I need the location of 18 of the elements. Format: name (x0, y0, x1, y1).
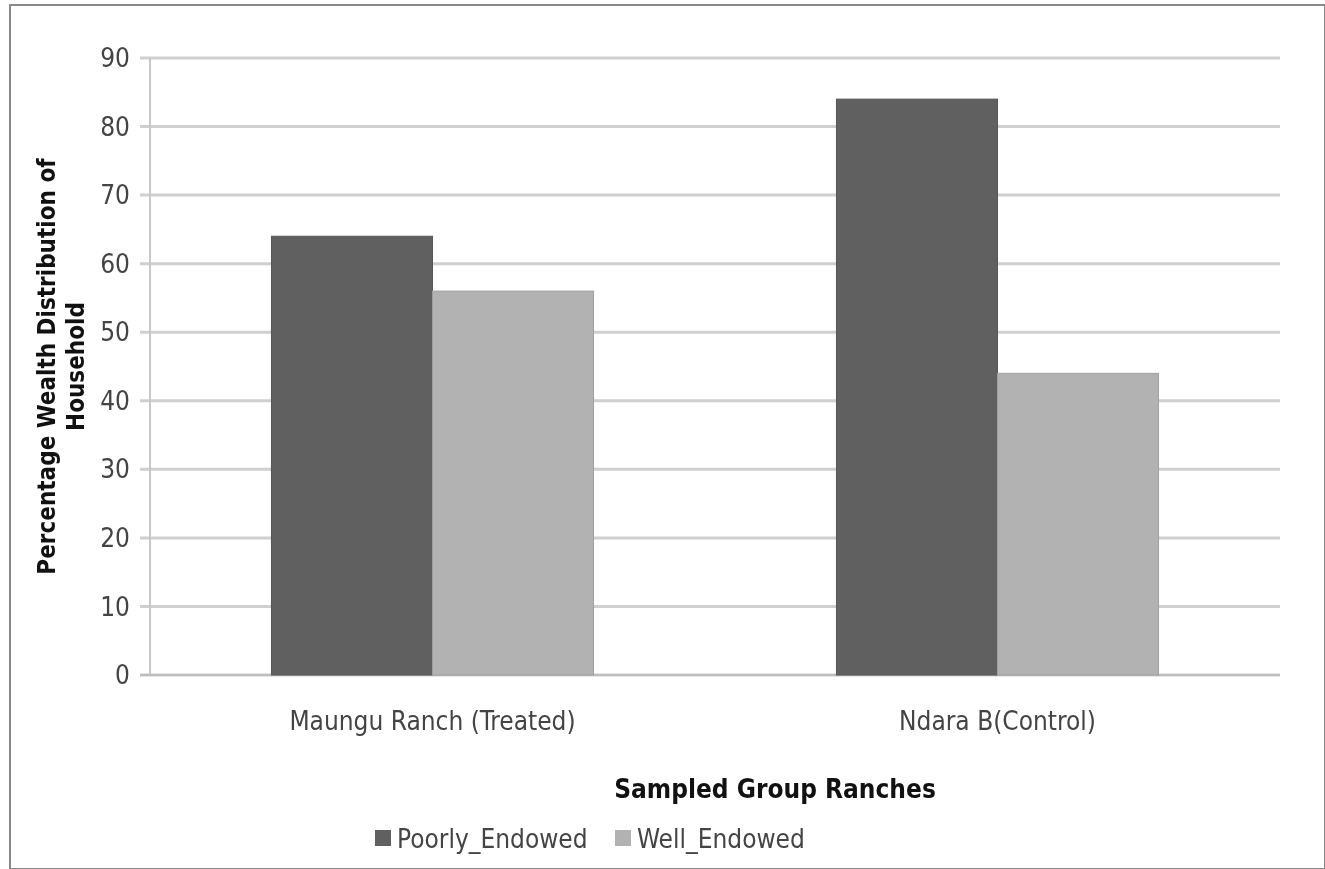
x-tick-label: Ndara B(Control) (899, 706, 1096, 736)
bar (835, 98, 998, 676)
y-tick-label: 30 (100, 454, 130, 485)
y-tick-label: 80 (100, 111, 130, 142)
y-tick-label: 70 (100, 180, 130, 211)
y-axis-title: Percentage Wealth Distribution of Household (33, 157, 90, 575)
x-axis-title: Sampled Group Ranches (614, 774, 936, 804)
y-tick-label: 90 (100, 43, 130, 74)
y-tick-label: 40 (100, 385, 130, 416)
y-tick-label: 0 (115, 660, 130, 691)
legend-label: Poorly_Endowed (397, 824, 588, 855)
bar (270, 235, 433, 676)
x-tick-label: Maungu Ranch (Treated) (289, 706, 576, 736)
y-tick-label: 10 (100, 591, 130, 622)
y-tick-label: 20 (100, 522, 130, 553)
y-tick-label: 60 (100, 248, 130, 279)
y-tick-label: 50 (100, 317, 130, 348)
legend-label: Well_Endowed (637, 824, 805, 855)
